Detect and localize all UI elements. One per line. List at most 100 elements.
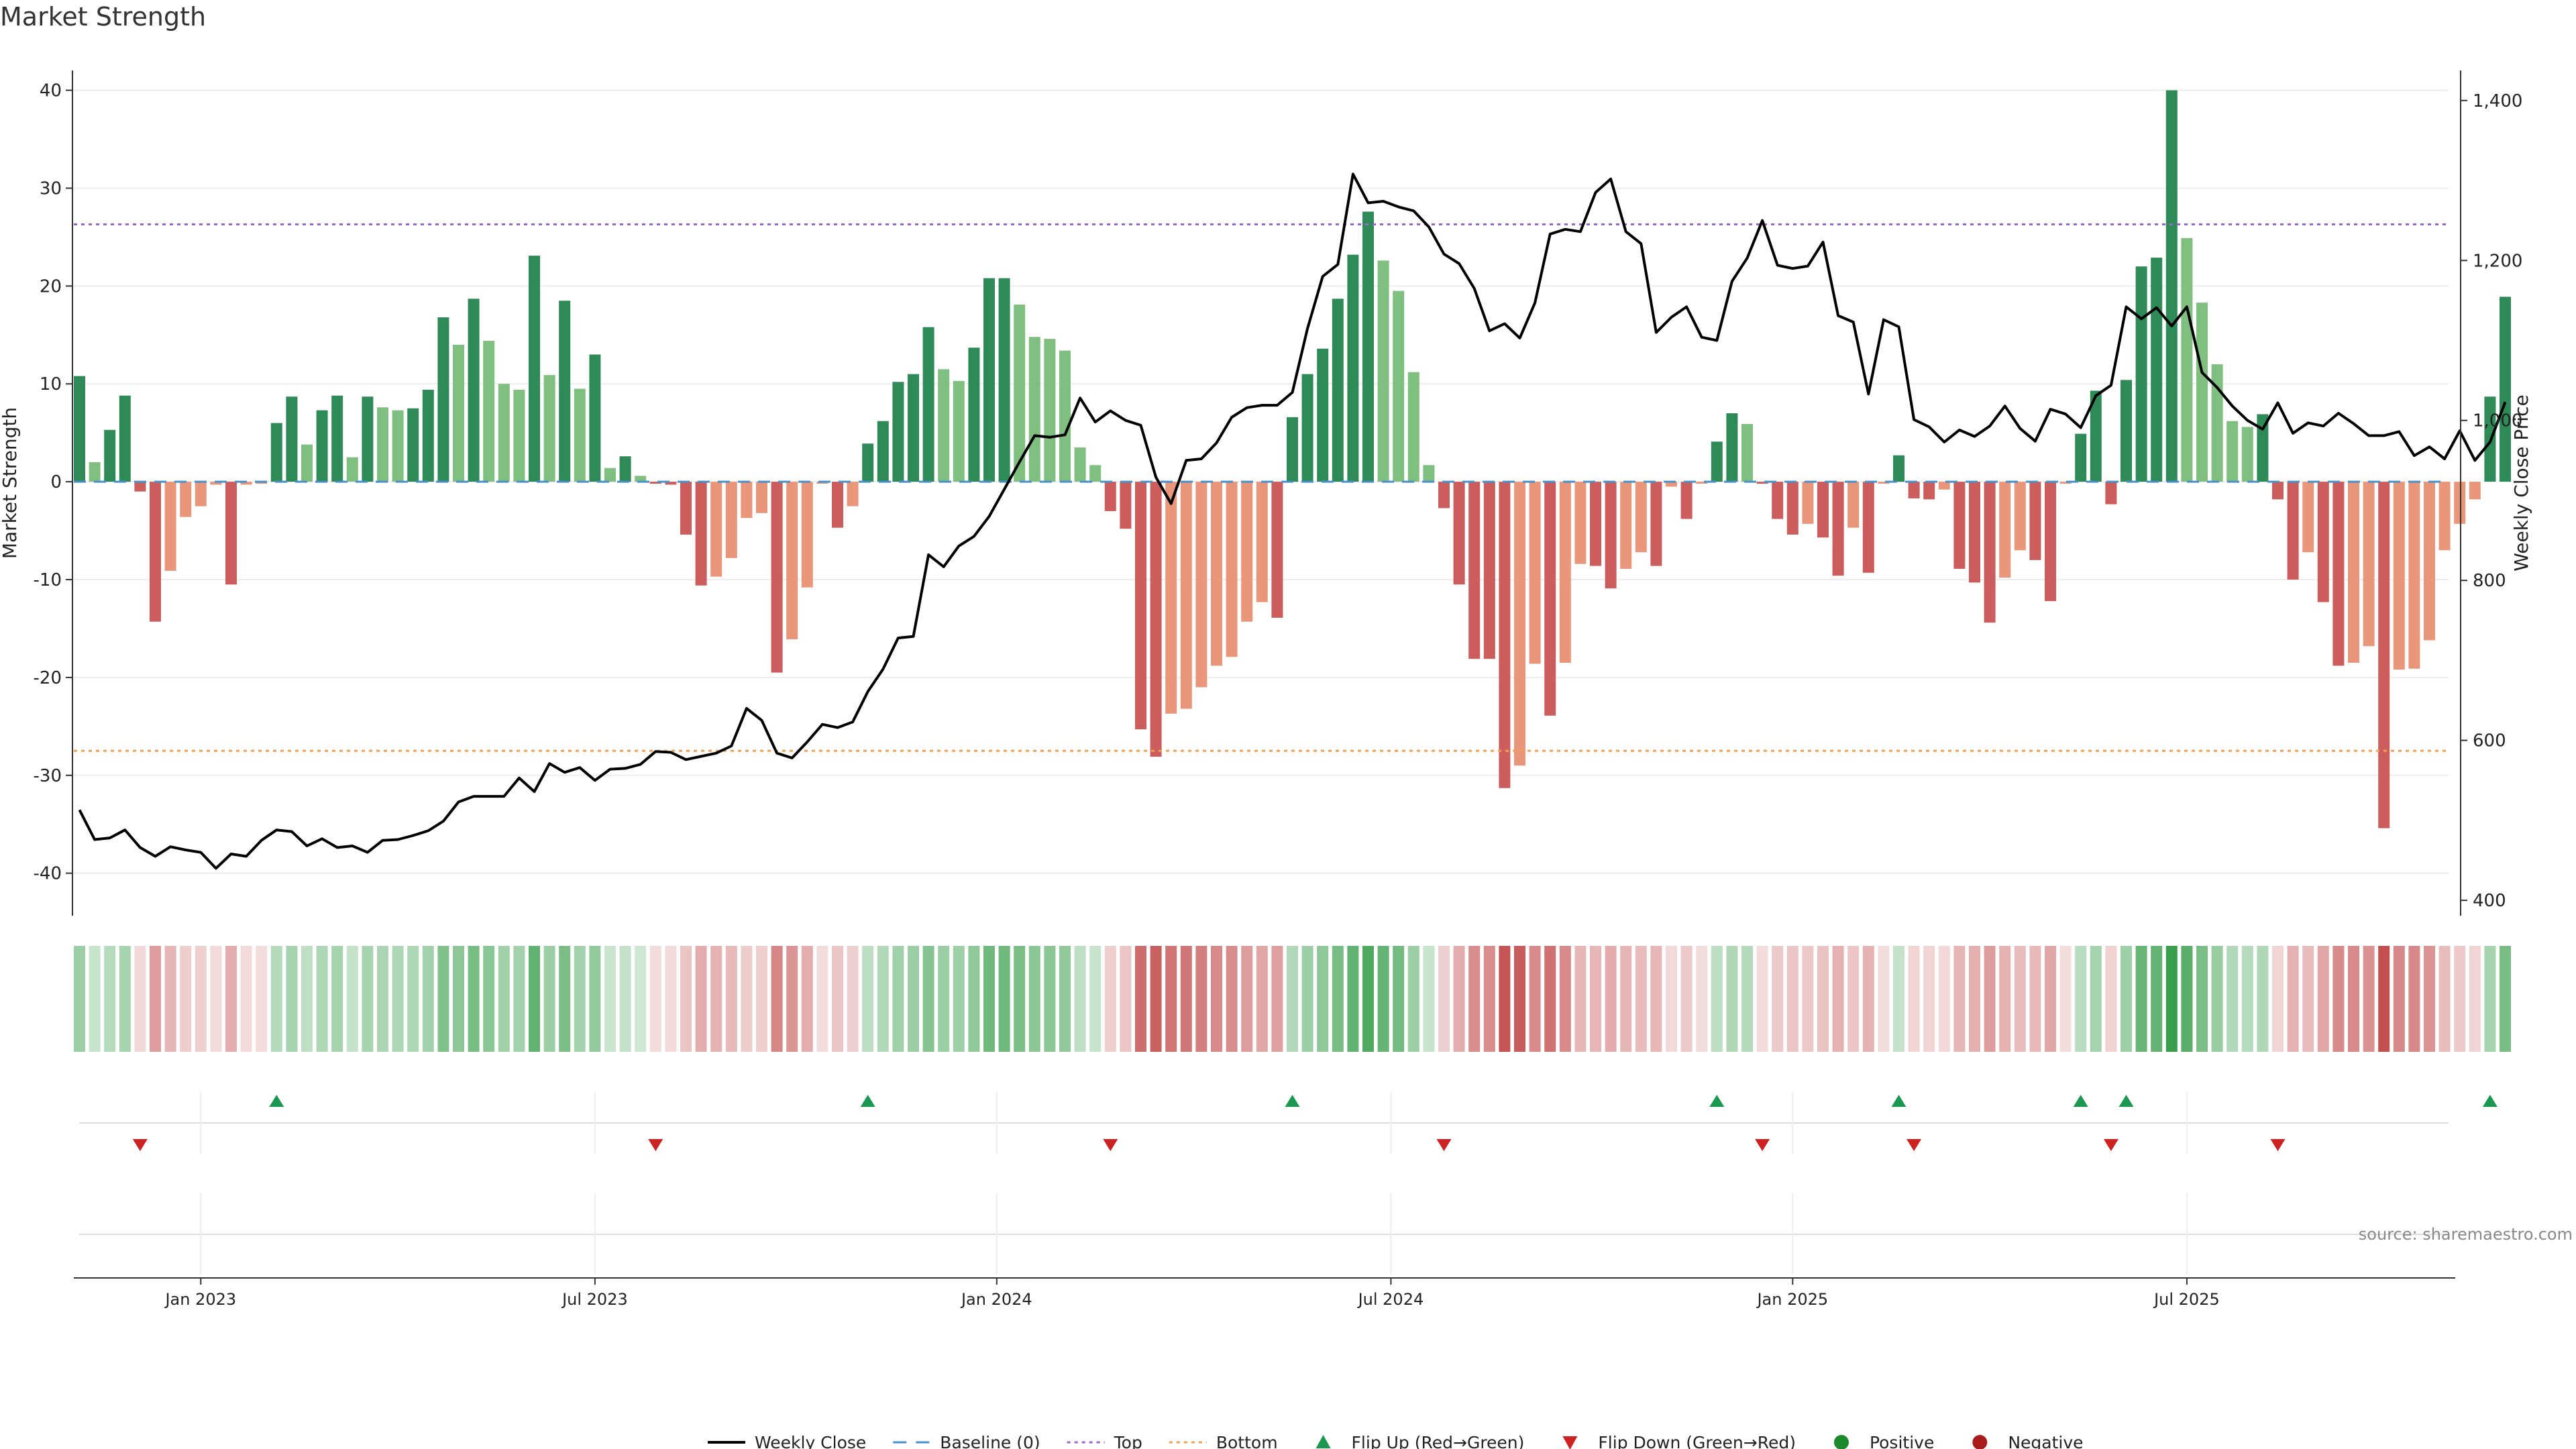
strength-bar [998,278,1010,482]
strength-bar [2378,482,2390,828]
heatmap-cell [1786,946,1799,1052]
heatmap-cell [1074,946,1086,1052]
strength-bar [710,482,722,577]
heatmap-cell [1332,946,1344,1052]
flip-up-marker [2073,1095,2088,1107]
heatmap-cell [2090,946,2102,1052]
source-label: source: sharemaestro.com [2359,1225,2573,1244]
heatmap-cell [1453,946,1465,1052]
legend-item: Negative [1972,1433,2084,1449]
x-tick-label: Jan 2025 [1756,1290,1828,1309]
strength-bar [1893,455,1904,482]
strength-bar [938,369,950,482]
legend-label: Positive [1870,1433,1934,1449]
heatmap-cell [1271,946,1283,1052]
heatmap-cell [362,946,374,1052]
heatmap-cell [756,946,767,1052]
strength-bar [1711,441,1723,482]
strength-bar [1529,482,1541,664]
heatmap-cell [1741,946,1753,1052]
strength-bar [1908,482,1920,498]
flip-down-marker [1755,1139,1770,1151]
heatmap-cell [392,946,404,1052]
strength-bar [2408,482,2420,669]
right-tick-label: 1,400 [2473,91,2522,111]
flip-down-marker [2270,1139,2286,1151]
heatmap-cell [1241,946,1253,1052]
strength-bar [665,482,677,485]
chart-title: Market Strength [0,2,206,32]
strength-bar [468,299,480,482]
legend-label: Weekly Close [755,1433,866,1449]
strength-bar [1438,482,1450,508]
flip-down-marker [648,1139,663,1151]
strength-bar [74,376,85,482]
heatmap-cell [1817,946,1829,1052]
heatmap-cell [998,946,1010,1052]
heatmap-cell [619,946,631,1052]
flip-markers [79,1092,2498,1275]
strength-bar [286,396,298,482]
legend-item: Flip Down (Green→Red) [1562,1433,1796,1449]
strength-bar [270,423,282,482]
flip-down-marker [132,1139,148,1151]
heatmap-cell [908,946,919,1052]
strength-bar [604,468,616,482]
heatmap-cell [1514,946,1525,1052]
flip-up-marker [1709,1095,1725,1107]
heatmap-cell [589,946,601,1052]
heatmap-cell [665,946,677,1052]
legend-swatch-circle [1972,1435,1988,1449]
strength-bar [1407,372,1419,482]
heatmap-cell [543,946,555,1052]
legend-item: Baseline (0) [893,1433,1040,1449]
strength-bar [2105,482,2117,504]
heatmap-cell [225,946,237,1052]
heatmap-cell [119,946,131,1052]
flip-down-marker [2103,1139,2118,1151]
heatmap-cell [1028,946,1040,1052]
strength-bar [483,341,495,482]
strength-bar [619,456,631,482]
strength-bar [649,482,661,484]
heatmap-cell [1620,946,1632,1052]
heatmap-cell [1377,946,1389,1052]
strength-bar [2121,380,2132,482]
heatmap-cell [2378,946,2390,1052]
strength-bar [1680,482,1693,519]
strength-bar [1468,482,1481,659]
heatmap-cell [2029,946,2041,1052]
strength-bar [1953,482,1966,569]
strength-bar [529,256,540,482]
left-tick-label: -10 [34,570,62,590]
heatmap-cell [847,946,859,1052]
heatmap-cell [2348,946,2359,1052]
legend-label: Flip Up (Red→Green) [1352,1433,1525,1449]
strength-bar [2424,482,2435,641]
strength-bar [559,301,571,482]
left-tick-label: -40 [34,864,62,884]
heatmap-cell [1832,946,1844,1052]
strength-bar [2302,482,2314,553]
heatmap-cell [1120,946,1132,1052]
strength-bar [422,389,434,482]
strength-bar [1362,211,1374,482]
legend-item: Flip Up (Red→Green) [1316,1433,1525,1449]
heatmap-cell [1104,946,1116,1052]
strength-bar [2226,421,2239,482]
right-axis-label: Weekly Close Price [2510,394,2532,571]
heatmap-cell [1287,946,1298,1052]
strength-bar [1847,482,1860,528]
left-tick-label: 20 [40,276,62,297]
heatmap-cell [164,946,176,1052]
heatmap-cell [1393,946,1405,1052]
heatmap-cell [2408,946,2420,1052]
strength-bar [1817,482,1829,538]
strength-bar [1772,482,1784,519]
strength-bar [1135,482,1146,730]
strength-bar [2363,482,2375,647]
heatmap-cell [104,946,116,1052]
heatmap-cell [1559,946,1571,1052]
legend-item: Bottom [1169,1433,1278,1449]
